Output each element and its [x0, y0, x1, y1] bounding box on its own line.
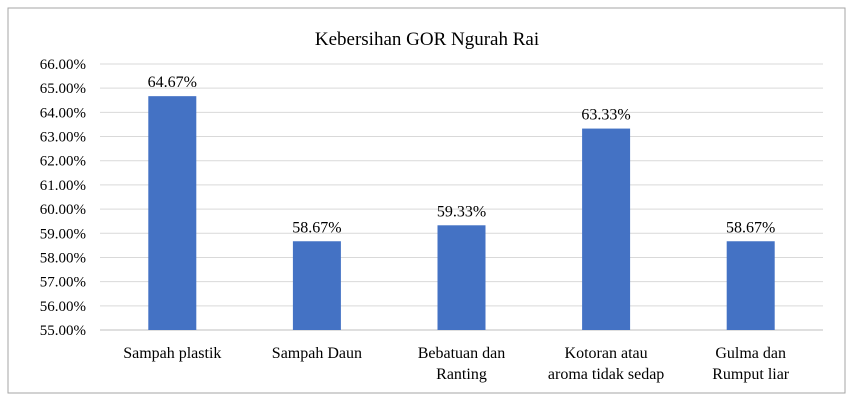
y-tick-label: 62.00% [40, 154, 86, 170]
bar [437, 225, 486, 330]
chart-title: Kebersihan GOR Ngurah Rai [315, 29, 539, 50]
y-tick-label: 59.00% [40, 226, 86, 242]
data-labels: 64.67% 58.67% 59.33% 63.33% 58.67% [148, 74, 776, 236]
x-category-label: Gulma dan [715, 345, 786, 362]
x-category-label: aroma tidak sedap [548, 366, 664, 383]
bars [148, 96, 775, 330]
x-category-label: Rumput liar [712, 366, 790, 383]
data-label: 58.67% [292, 219, 341, 236]
x-category-label: Sampah plastik [123, 345, 221, 362]
data-label: 58.67% [726, 219, 775, 236]
y-tick-label: 64.00% [40, 105, 86, 121]
x-category-label: Sampah Daun [272, 345, 362, 362]
bar [292, 241, 341, 330]
data-label: 59.33% [437, 203, 486, 220]
y-tick-label: 58.00% [40, 250, 86, 266]
chart-border [7, 7, 846, 394]
x-axis-category-labels: Sampah plastik Sampah Daun Bebatuan dan Ran… [123, 345, 790, 383]
y-tick-label: 56.00% [40, 299, 86, 315]
x-category-label: Bebatuan dan [418, 345, 506, 362]
y-tick-label: 60.00% [40, 202, 86, 218]
y-tick-label: 63.00% [40, 130, 86, 146]
bar [148, 96, 197, 330]
y-tick-label: 66.00% [40, 57, 86, 73]
bar [726, 241, 775, 330]
y-tick-label: 61.00% [40, 178, 86, 194]
y-tick-label: 65.00% [40, 81, 86, 97]
data-label: 63.33% [581, 107, 630, 124]
x-category-label: Ranting [436, 366, 487, 383]
data-label: 64.67% [148, 74, 197, 91]
y-tick-label: 55.00% [40, 323, 86, 339]
y-tick-label: 57.00% [40, 275, 86, 291]
x-category-label: Kotoran atau [565, 345, 648, 362]
bar [582, 128, 631, 330]
y-axis-tick-labels: 55.00% 56.00% 57.00% 58.00% 59.00% 60.00% 61.0… [40, 57, 86, 339]
